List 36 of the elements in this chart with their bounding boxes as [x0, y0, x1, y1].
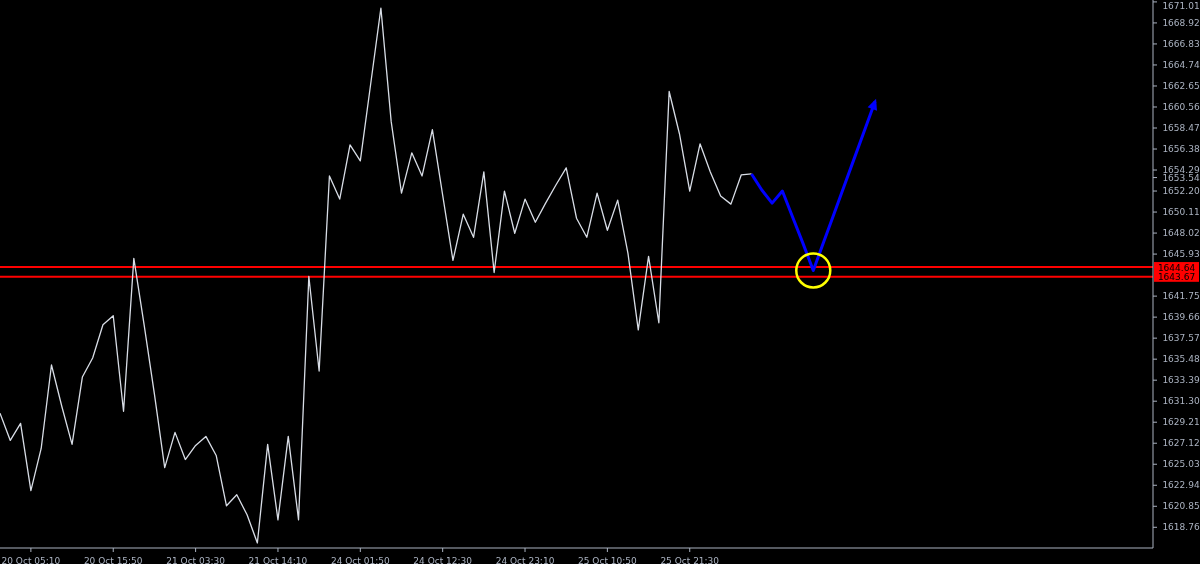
y-tick-label: 1618.76: [1162, 522, 1200, 533]
y-tick-label: 1645.93: [1162, 249, 1200, 260]
y-tick-label: 1637.57: [1162, 333, 1200, 344]
y-tick-label: 1639.66: [1162, 312, 1200, 323]
y-tick-label: 1627.12: [1162, 438, 1200, 449]
y-tick-label: 1635.48: [1162, 354, 1200, 365]
x-tick-label: 24 Oct 01:50: [330, 556, 390, 564]
y-tick-label: 1656.38: [1162, 144, 1200, 155]
y-tick-label: 1641.75: [1162, 291, 1200, 302]
y-tick-label: 1664.74: [1162, 59, 1200, 70]
x-tick-label: 24 Oct 23:10: [495, 556, 555, 564]
ref-line-label: 1643.67: [1157, 272, 1196, 283]
x-tick-label: 24 Oct 12:30: [413, 556, 473, 564]
x-tick-label: 20 Oct 15:50: [83, 556, 143, 564]
x-tick-label: 20 Oct 05:10: [1, 556, 61, 564]
y-tick-label: 1662.65: [1162, 80, 1200, 91]
y-tick-label: 1625.03: [1162, 459, 1200, 470]
y-tick-label: 1652.20: [1162, 186, 1200, 197]
y-tick-label: 1666.83: [1162, 38, 1200, 49]
y-tick-label: 1648.02: [1162, 228, 1200, 239]
y-tick-label: 1633.39: [1162, 375, 1200, 386]
line-series: [0, 7, 753, 544]
y-tick-label: 1668.92: [1162, 17, 1200, 28]
x-tick-label: 21 Oct 03:30: [166, 556, 226, 564]
y-tick-label: 1671.01: [1162, 1, 1200, 11]
y-tick-label: 1660.56: [1162, 101, 1200, 112]
y-tick-label: 1631.30: [1162, 396, 1200, 407]
ref-line-label: 1644.64: [1157, 262, 1196, 273]
x-tick-label: 25 Oct 10:50: [578, 556, 637, 564]
y-tick-label: 1650.11: [1162, 207, 1200, 218]
y-tick-label: 1629.21: [1162, 417, 1200, 428]
y-tick-label: 1658.47: [1162, 123, 1200, 133]
x-tick-label: 25 Oct 21:30: [660, 556, 720, 564]
y-tick-label: 1620.85: [1162, 501, 1200, 512]
y-tick-label: 1622.94: [1162, 480, 1200, 491]
x-tick-label: 21 Oct 14:10: [248, 556, 308, 564]
